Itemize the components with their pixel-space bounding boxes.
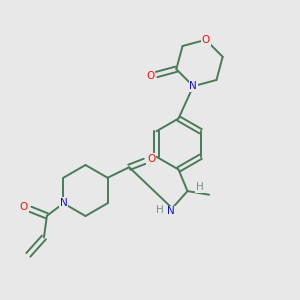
Text: O: O — [146, 71, 154, 81]
Text: O: O — [147, 154, 155, 164]
Text: O: O — [202, 35, 210, 45]
Text: H: H — [196, 182, 203, 193]
Text: N: N — [59, 198, 67, 208]
Text: O: O — [20, 202, 28, 212]
Text: N: N — [189, 81, 197, 91]
Text: H: H — [156, 205, 164, 215]
Text: N: N — [167, 206, 175, 217]
